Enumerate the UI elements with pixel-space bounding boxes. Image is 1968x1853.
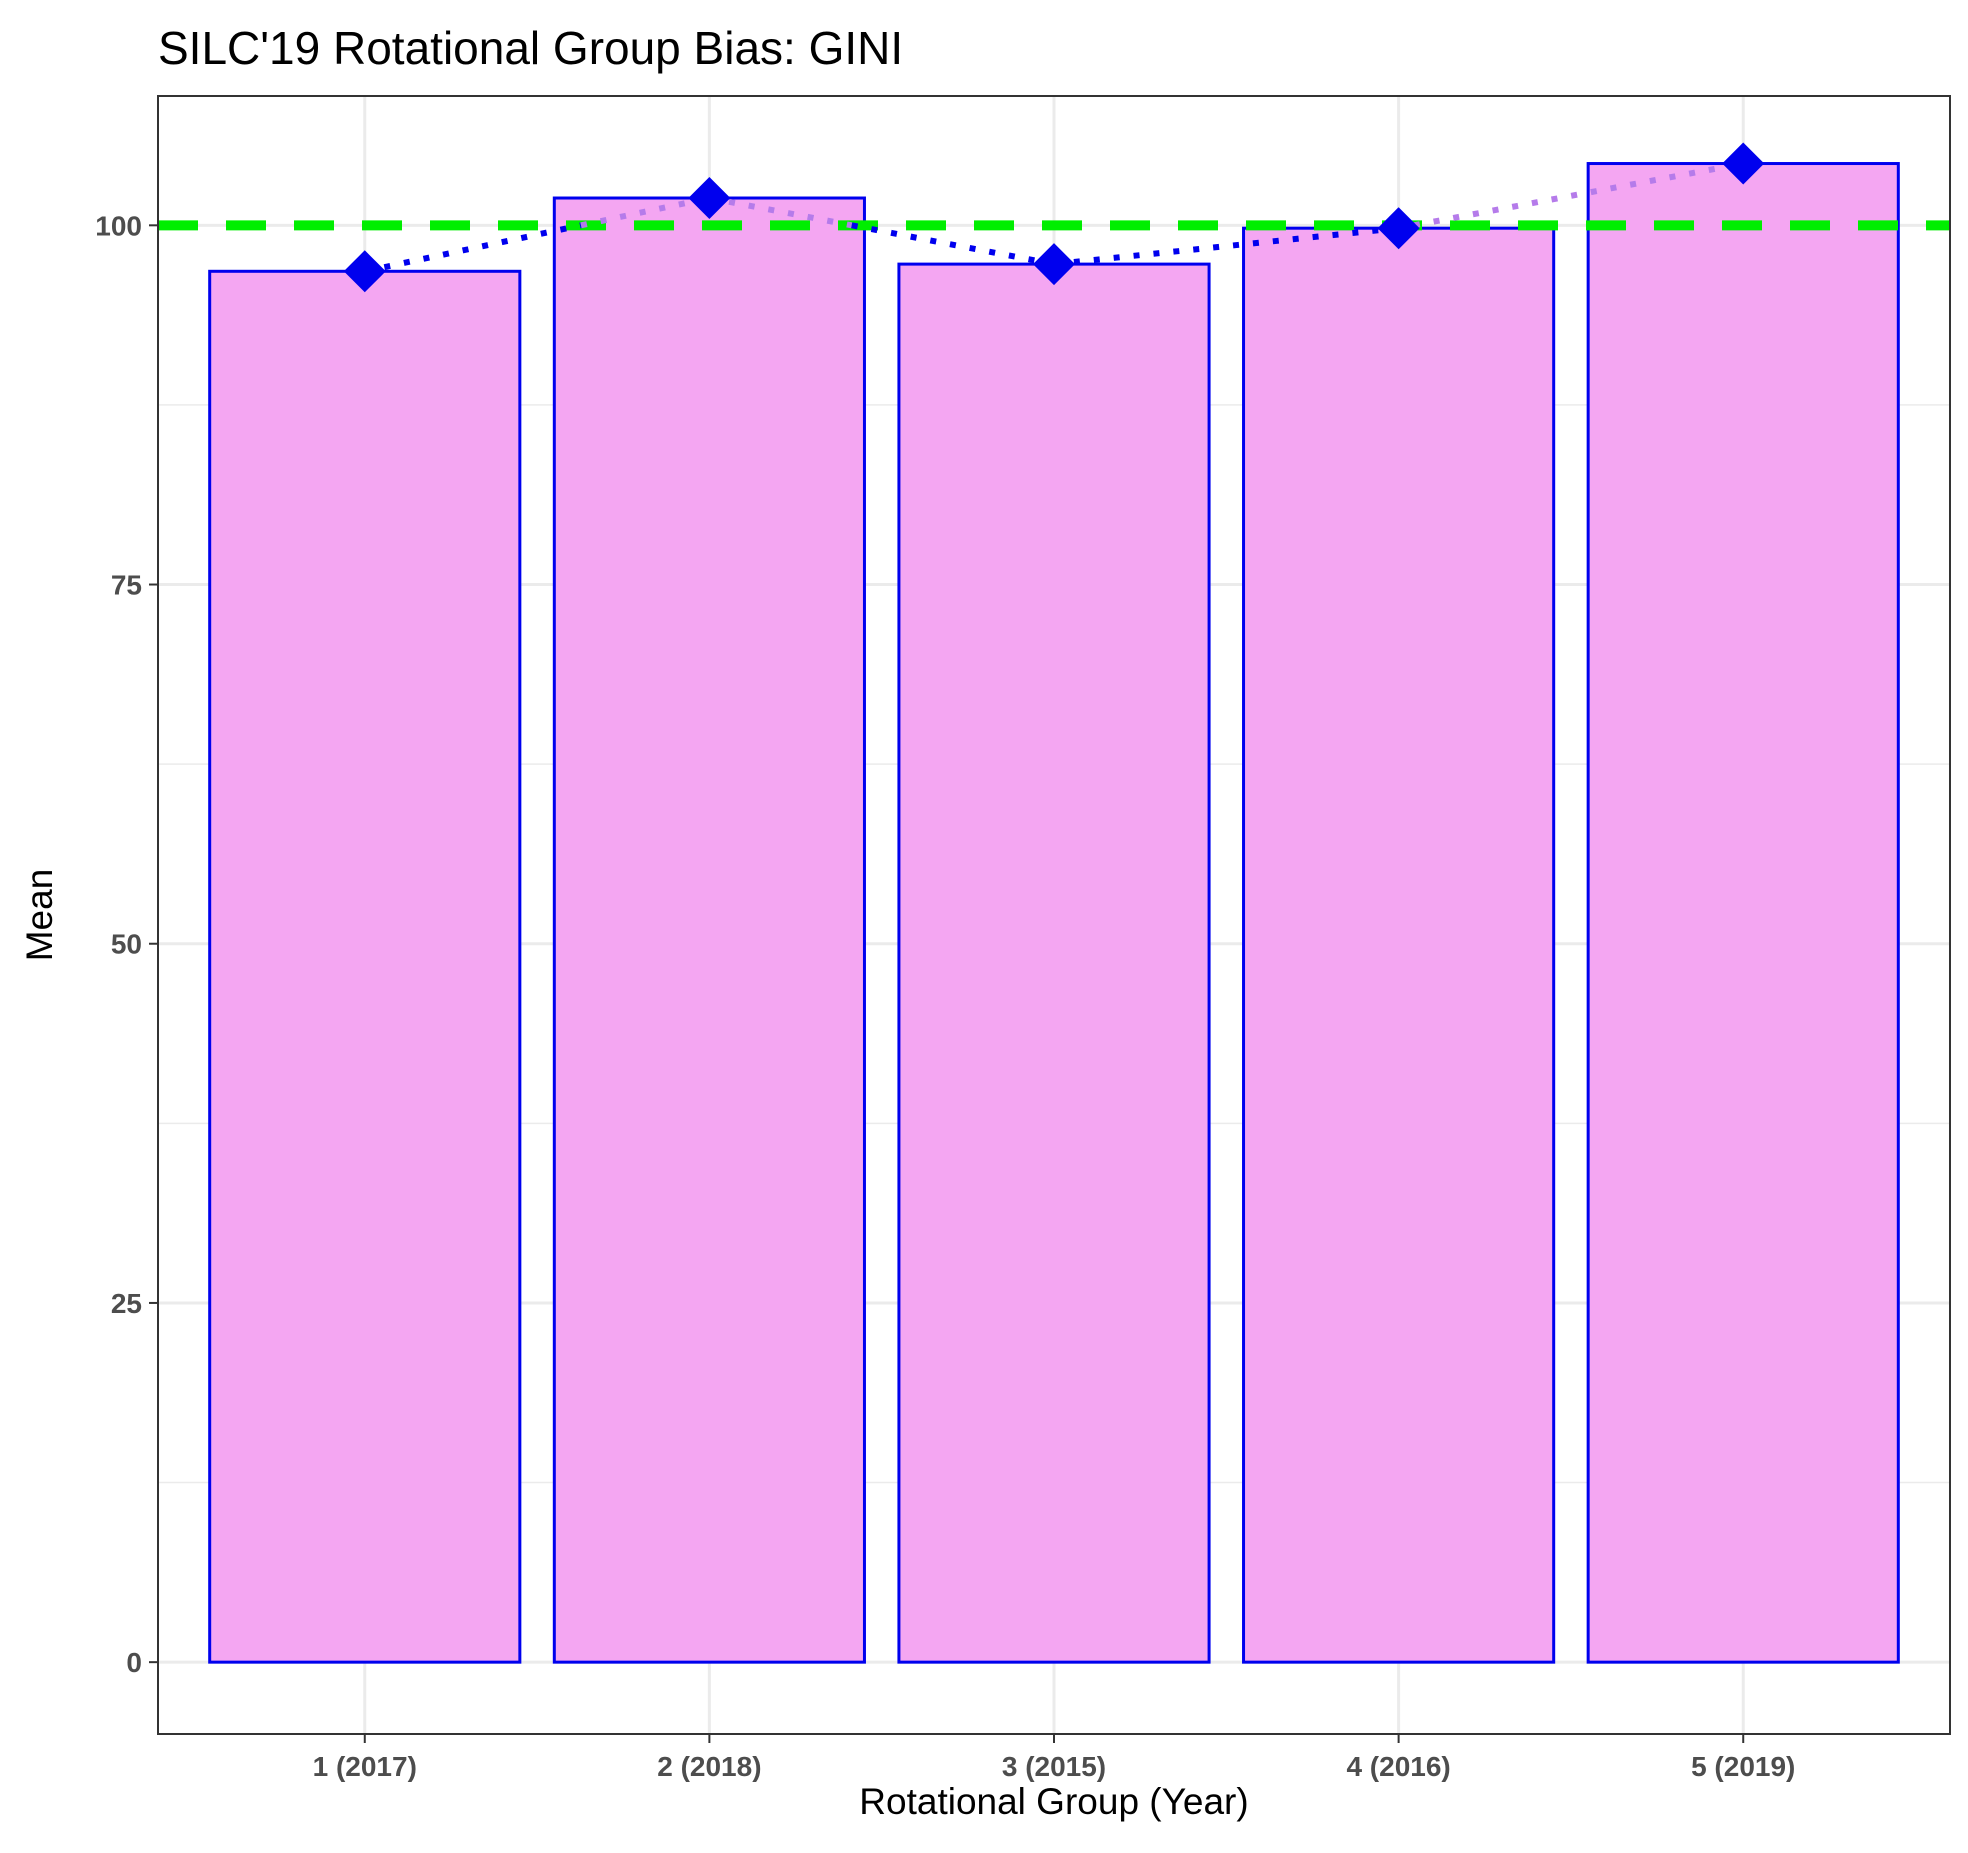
- mean-marker-4: [1377, 207, 1420, 250]
- bar-1: [208, 269, 522, 1664]
- trend-segment: [851, 222, 1055, 268]
- mean-markers: [343, 142, 1765, 293]
- bar-3: [897, 262, 1211, 1664]
- mean-marker-5: [1722, 142, 1765, 185]
- y-tick-label: 100: [95, 210, 142, 241]
- x-tick-label: 5 (2019): [1691, 1751, 1795, 1782]
- x-tick-label: 1 (2017): [313, 1751, 417, 1782]
- mean-marker-1: [343, 250, 386, 293]
- x-tick-label: 3 (2015): [1002, 1751, 1106, 1782]
- bars: [208, 162, 1900, 1664]
- y-axis-title: Mean: [19, 869, 60, 962]
- y-tick-label: 75: [111, 570, 142, 601]
- trend-segment: [708, 195, 853, 229]
- trend-segment: [580, 195, 711, 229]
- x-axis: 1 (2017) 2 (2018) 3 (2015) 4 (2016) 5 (2019): [313, 1734, 1795, 1782]
- mean-marker-2: [688, 177, 731, 220]
- chart-title: SILC'19 Rotational Group Bias: GINI: [158, 22, 903, 74]
- x-tick-label: 2 (2018): [657, 1751, 761, 1782]
- y-axis: 0 25 50 75 100: [95, 210, 158, 1678]
- y-tick-label: 50: [111, 929, 142, 960]
- y-tick-label: 25: [111, 1288, 142, 1319]
- trend-segment: [364, 222, 582, 275]
- bar-5: [1586, 162, 1900, 1664]
- bar-2: [552, 196, 866, 1664]
- x-tick-label: 4 (2016): [1346, 1751, 1450, 1782]
- bar-4: [1242, 226, 1556, 1664]
- y-tick-label: 0: [126, 1647, 142, 1678]
- x-axis-title: Rotational Group (Year): [859, 1781, 1248, 1822]
- mean-marker-3: [1033, 243, 1075, 286]
